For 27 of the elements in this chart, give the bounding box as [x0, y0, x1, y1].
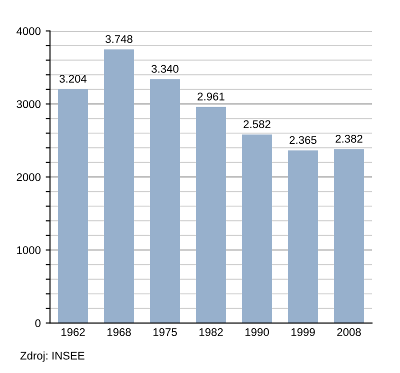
x-tick-label: 2008	[337, 328, 361, 336]
x-tick-label: 1968	[107, 328, 131, 336]
y-tick-label: 1000	[17, 246, 41, 254]
bar	[58, 89, 88, 324]
x-tick-label: 1962	[61, 328, 85, 336]
bar	[288, 150, 318, 324]
y-tick-label: 3000	[16, 100, 41, 108]
bar	[150, 79, 180, 324]
data-label: 3.204	[60, 74, 87, 83]
data-label: 2.582	[244, 120, 270, 128]
bar	[334, 149, 364, 324]
data-label: 2.961	[198, 92, 224, 100]
y-tick-label: 2000	[16, 173, 41, 182]
y-tick-label: 0	[35, 319, 41, 328]
data-label: 2.365	[290, 136, 316, 144]
x-tick-label: 1999	[291, 328, 315, 336]
x-tick-label: 1982	[199, 328, 223, 336]
bar	[242, 134, 272, 324]
x-tick-label: 1975	[153, 328, 177, 336]
x-tick-label: 1990	[245, 328, 269, 336]
bar	[104, 49, 134, 324]
text: Zdroj: INSEE	[20, 351, 84, 362]
data-label: 2.382	[336, 134, 362, 143]
data-label: 3.340	[152, 64, 178, 73]
y-tick-label: 4000	[16, 27, 41, 36]
bar	[196, 106, 226, 324]
data-label: 3.748	[106, 35, 132, 43]
